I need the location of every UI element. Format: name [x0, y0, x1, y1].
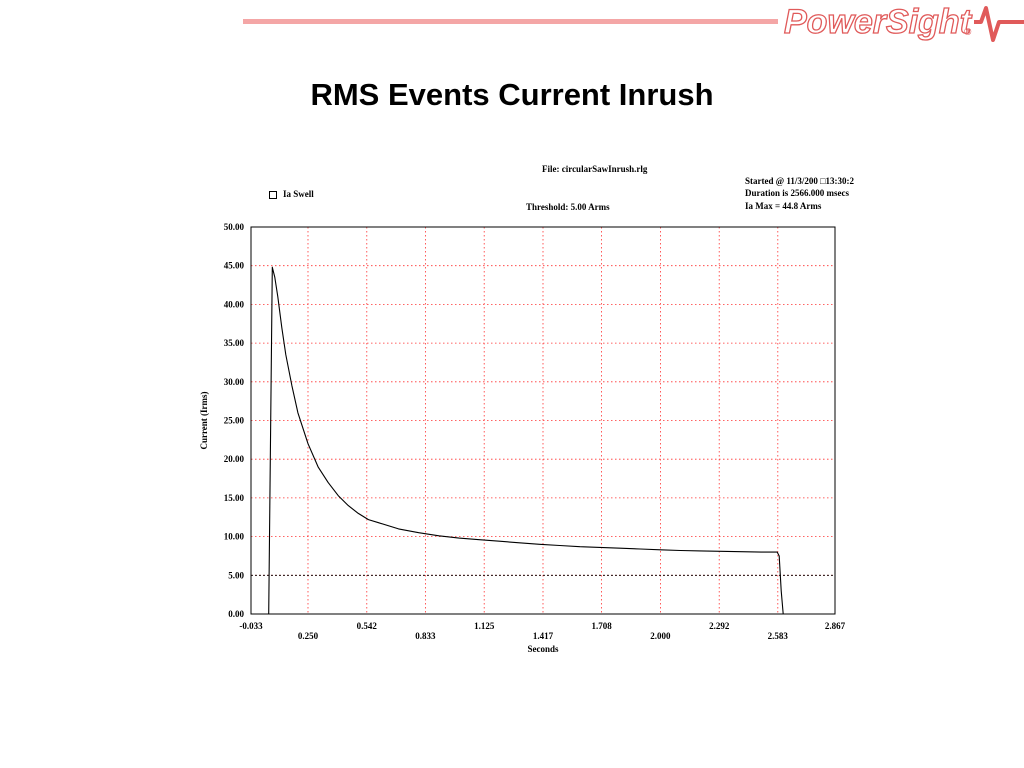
chart-file-name: File: circularSawInrush.rlg [542, 164, 648, 174]
x-tick-label: 2.292 [709, 621, 730, 631]
y-tick-label: 35.00 [224, 338, 245, 348]
plot-frame [250, 226, 836, 615]
x-tick-label: 2.583 [768, 631, 789, 641]
y-tick-label: 0.00 [228, 609, 244, 619]
x-axis-label: Seconds [527, 644, 559, 654]
y-tick-label: 50.00 [224, 222, 245, 232]
x-tick-label: 1.417 [533, 631, 554, 641]
y-tick-label: 5.00 [228, 570, 244, 580]
x-tick-label: 2.000 [650, 631, 671, 641]
y-tick-label: 20.00 [224, 454, 245, 464]
y-axis-label: Current (Irms) [199, 391, 209, 449]
y-tick-label: 45.00 [224, 261, 245, 271]
y-tick-label: 10.00 [224, 532, 245, 542]
chart-threshold-label: Threshold: 5.00 Arms [526, 202, 610, 212]
chart-duration: Duration is 2566.000 msecs [745, 188, 849, 198]
y-tick-label: 15.00 [224, 493, 245, 503]
x-tick-label: -0.033 [239, 621, 263, 631]
chart-max-value: Ia Max = 44.8 Arms [745, 201, 822, 211]
y-tick-label: 25.00 [224, 416, 245, 426]
brand-wordmark: PowerSight [784, 3, 973, 41]
x-tick-label: 1.708 [591, 621, 612, 631]
legend-entry: Ia Swell [283, 189, 314, 199]
x-tick-label: 0.833 [415, 631, 436, 641]
legend-swatch [269, 191, 277, 199]
x-tick-label: 1.125 [474, 621, 495, 631]
x-tick-label: 0.542 [357, 621, 378, 631]
waveform-icon [974, 6, 1024, 42]
registered-mark: ® [964, 27, 972, 38]
header-rule [243, 19, 778, 24]
x-tick-label: 2.867 [825, 621, 846, 631]
series-line-ia-swell [268, 266, 784, 615]
slide-title: RMS Events Current Inrush [310, 77, 714, 112]
x-tick-label: 0.250 [298, 631, 319, 641]
chart-start-time: Started @ 11/3/200 □13:30:2 [745, 176, 855, 186]
y-tick-label: 40.00 [224, 299, 245, 309]
powersight-logo: PowerSight ® [783, 2, 1024, 42]
y-tick-label: 30.00 [224, 377, 245, 387]
